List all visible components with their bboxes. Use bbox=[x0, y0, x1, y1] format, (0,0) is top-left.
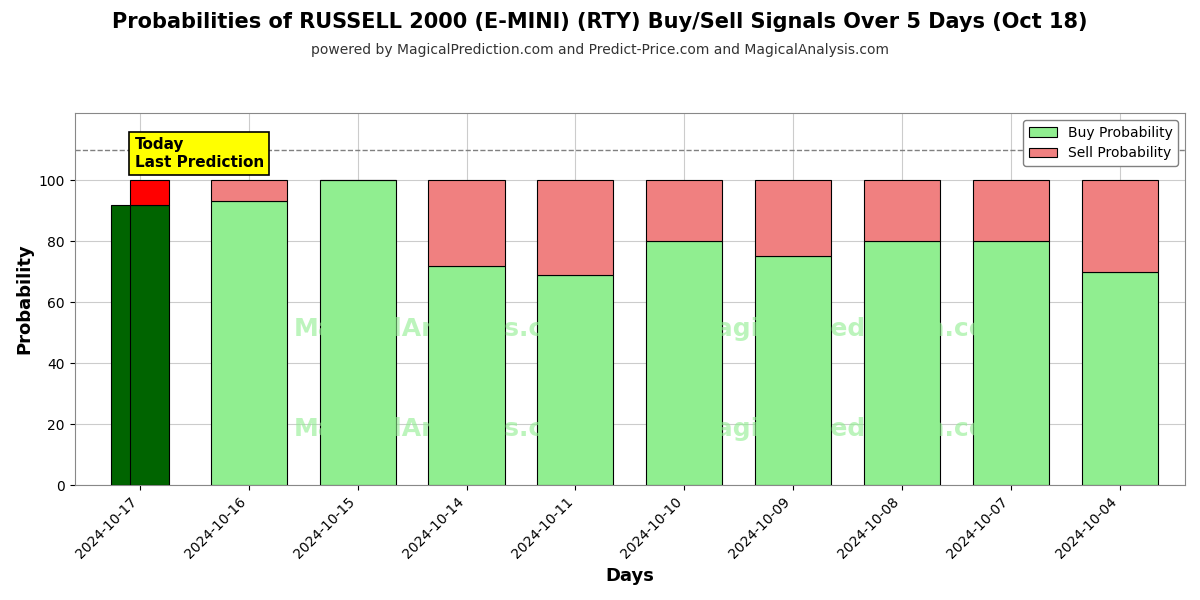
Y-axis label: Probability: Probability bbox=[16, 244, 34, 355]
Text: MagicalPrediction.com: MagicalPrediction.com bbox=[691, 317, 1013, 341]
Bar bbox=[864, 241, 940, 485]
Bar bbox=[131, 205, 168, 485]
Bar bbox=[755, 256, 832, 485]
Bar bbox=[538, 275, 613, 485]
Text: Probabilities of RUSSELL 2000 (E-MINI) (RTY) Buy/Sell Signals Over 5 Days (Oct 1: Probabilities of RUSSELL 2000 (E-MINI) (… bbox=[113, 12, 1087, 32]
X-axis label: Days: Days bbox=[605, 567, 654, 585]
Bar bbox=[646, 180, 722, 241]
Bar bbox=[211, 202, 287, 485]
Bar bbox=[973, 241, 1049, 485]
Bar bbox=[428, 266, 505, 485]
Bar bbox=[112, 205, 150, 485]
Bar bbox=[973, 180, 1049, 241]
Bar bbox=[755, 180, 832, 256]
Text: Today
Last Prediction: Today Last Prediction bbox=[134, 137, 264, 170]
Bar bbox=[211, 180, 287, 202]
Bar bbox=[538, 180, 613, 275]
Bar bbox=[1081, 272, 1158, 485]
Bar bbox=[319, 180, 396, 485]
Bar bbox=[131, 180, 168, 205]
Text: MagicalPrediction.com: MagicalPrediction.com bbox=[691, 418, 1013, 442]
Bar bbox=[1081, 180, 1158, 272]
Bar bbox=[864, 180, 940, 241]
Text: powered by MagicalPrediction.com and Predict-Price.com and MagicalAnalysis.com: powered by MagicalPrediction.com and Pre… bbox=[311, 43, 889, 57]
Bar bbox=[646, 241, 722, 485]
Legend: Buy Probability, Sell Probability: Buy Probability, Sell Probability bbox=[1024, 120, 1178, 166]
Text: MagicalAnalysis.com: MagicalAnalysis.com bbox=[294, 418, 588, 442]
Bar bbox=[428, 180, 505, 266]
Text: MagicalAnalysis.com: MagicalAnalysis.com bbox=[294, 317, 588, 341]
